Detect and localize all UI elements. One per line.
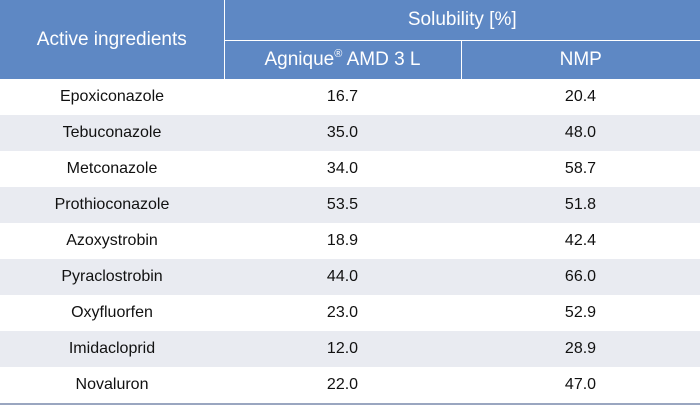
registered-mark: ® xyxy=(334,48,343,60)
table-row: Epoxiconazole 16.7 20.4 xyxy=(0,79,700,115)
cell-ingredient: Tebuconazole xyxy=(0,115,224,151)
cell-agnique: 44.0 xyxy=(224,259,461,295)
cell-ingredient: Epoxiconazole xyxy=(0,79,224,115)
cell-agnique: 12.0 xyxy=(224,331,461,367)
cell-agnique: 18.9 xyxy=(224,223,461,259)
cell-ingredient: Metconazole xyxy=(0,151,224,187)
cell-ingredient: Novaluron xyxy=(0,367,224,405)
header-agnique: Agnique® AMD 3 L xyxy=(224,40,462,79)
header-solubility-group: Solubility [%] xyxy=(224,0,700,41)
cell-agnique: 23.0 xyxy=(224,295,461,331)
cell-ingredient: Pyraclostrobin xyxy=(0,259,224,295)
cell-agnique: 22.0 xyxy=(224,367,461,405)
table-row: Prothioconazole 53.5 51.8 xyxy=(0,187,700,223)
table-header: Active ingredients Solubility [%] Agniqu… xyxy=(0,0,700,79)
table-row: Azoxystrobin 18.9 42.4 xyxy=(0,223,700,259)
cell-agnique: 35.0 xyxy=(224,115,461,151)
header-nmp: NMP xyxy=(461,40,700,79)
cell-nmp: 20.4 xyxy=(461,79,700,115)
cell-ingredient: Azoxystrobin xyxy=(0,223,224,259)
header-agnique-suffix: AMD 3 L xyxy=(342,49,421,70)
header-agnique-name: Agnique xyxy=(264,49,335,70)
cell-nmp: 66.0 xyxy=(461,259,700,295)
cell-nmp: 48.0 xyxy=(461,115,700,151)
table-body: Epoxiconazole 16.7 20.4 Tebuconazole 35.… xyxy=(0,79,700,405)
cell-nmp: 28.9 xyxy=(461,331,700,367)
table-row: Novaluron 22.0 47.0 xyxy=(0,367,700,405)
cell-nmp: 42.4 xyxy=(461,223,700,259)
table-row: Imidacloprid 12.0 28.9 xyxy=(0,331,700,367)
table-row: Pyraclostrobin 44.0 66.0 xyxy=(0,259,700,295)
cell-nmp: 47.0 xyxy=(461,367,700,405)
cell-ingredient: Prothioconazole xyxy=(0,187,224,223)
cell-ingredient: Oxyfluorfen xyxy=(0,295,224,331)
table-row: Tebuconazole 35.0 48.0 xyxy=(0,115,700,151)
cell-agnique: 16.7 xyxy=(224,79,461,115)
cell-nmp: 58.7 xyxy=(461,151,700,187)
cell-ingredient: Imidacloprid xyxy=(0,331,224,367)
cell-nmp: 51.8 xyxy=(461,187,700,223)
table-row: Oxyfluorfen 23.0 52.9 xyxy=(0,295,700,331)
cell-nmp: 52.9 xyxy=(461,295,700,331)
cell-agnique: 34.0 xyxy=(224,151,461,187)
header-active-ingredients: Active ingredients xyxy=(0,0,225,79)
cell-agnique: 53.5 xyxy=(224,187,461,223)
table-row: Metconazole 34.0 58.7 xyxy=(0,151,700,187)
